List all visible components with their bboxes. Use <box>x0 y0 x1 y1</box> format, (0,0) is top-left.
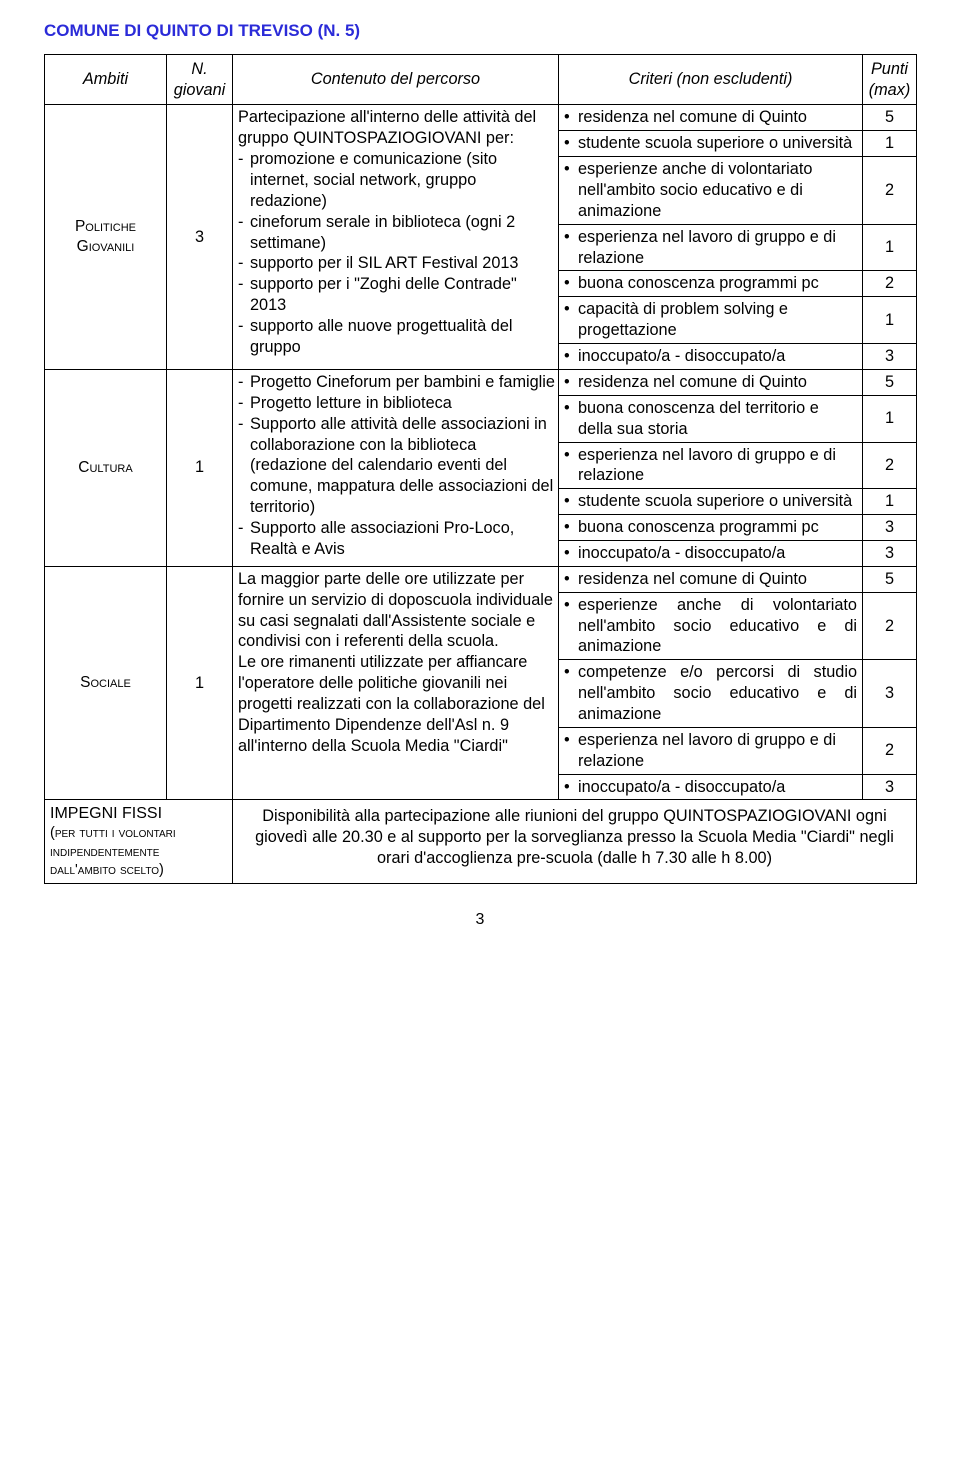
criteria-text: buona conoscenza programmi pc <box>578 517 857 538</box>
points-cell: 2 <box>863 727 917 774</box>
header-punti: Punti (max) <box>863 54 917 105</box>
contenuto-cell: Partecipazione all'interno delle attivit… <box>233 105 559 369</box>
points-cell: 2 <box>863 271 917 297</box>
criteria-text: residenza nel comune di Quinto <box>578 569 857 590</box>
points-cell: 5 <box>863 105 917 131</box>
criteria-cell: buona conoscenza programmi pc <box>559 271 863 297</box>
criteria-text: esperienza nel lavoro di gruppo e di rel… <box>578 445 857 487</box>
criteria-cell: capacità di problem solving e progettazi… <box>559 297 863 344</box>
criteria-text: inoccupato/a - disoccupato/a <box>578 346 857 367</box>
desc-item: Progetto letture in biblioteca <box>250 393 556 414</box>
page-number: 3 <box>44 910 916 930</box>
table-row: Sociale 1 La maggior parte delle ore uti… <box>45 566 917 592</box>
criteria-text: competenze e/o percorsi di studio nell'a… <box>578 662 857 725</box>
criteria-text: buona conoscenza del territorio e della … <box>578 398 857 440</box>
desc-item: Progetto Cineforum per bambini e famigli… <box>250 372 556 393</box>
desc-item: supporto alle nuove progettualità del gr… <box>250 316 556 358</box>
criteria-cell: residenza nel comune di Quinto <box>559 566 863 592</box>
table-row: Politiche Giovanili 3 Partecipazione all… <box>45 105 917 131</box>
criteria-text: residenza nel comune di Quinto <box>578 372 857 393</box>
criteria-cell: esperienze anche di volontariato nell'am… <box>559 592 863 660</box>
criteria-cell: residenza nel comune di Quinto <box>559 105 863 131</box>
points-cell: 2 <box>863 442 917 489</box>
criteria-text: inoccupato/a - disoccupato/a <box>578 543 857 564</box>
points-cell: 3 <box>863 540 917 566</box>
desc-list: Progetto Cineforum per bambini e famigli… <box>238 372 556 560</box>
table-row: Cultura 1 Progetto Cineforum per bambini… <box>45 369 917 395</box>
points-cell: 1 <box>863 297 917 344</box>
points-cell: 2 <box>863 592 917 660</box>
criteria-text: esperienza nel lavoro di gruppo e di rel… <box>578 730 857 772</box>
n-giovani-cell: 3 <box>167 105 233 369</box>
criteria-text: studente scuola superiore o università <box>578 491 857 512</box>
criteria-cell: inoccupato/a - disoccupato/a <box>559 540 863 566</box>
desc-item: cineforum serale in biblioteca (ogni 2 s… <box>250 212 556 254</box>
points-cell: 3 <box>863 660 917 728</box>
points-cell: 1 <box>863 224 917 271</box>
points-cell: 3 <box>863 515 917 541</box>
ambito-sociale: Sociale <box>45 566 167 800</box>
criteria-cell: inoccupato/a - disoccupato/a <box>559 774 863 800</box>
contenuto-cell: Progetto Cineforum per bambini e famigli… <box>233 369 559 566</box>
criteria-cell: inoccupato/a - disoccupato/a <box>559 344 863 370</box>
desc-item: Supporto alle attività delle associazion… <box>250 414 556 518</box>
points-cell: 3 <box>863 774 917 800</box>
ambito-politiche-giovanili: Politiche Giovanili <box>45 105 167 369</box>
criteria-cell: esperienze anche di volontariato nell'am… <box>559 157 863 225</box>
criteria-text: buona conoscenza programmi pc <box>578 273 857 294</box>
n-giovani-cell: 1 <box>167 369 233 566</box>
criteria-cell: residenza nel comune di Quinto <box>559 369 863 395</box>
desc-item: promozione e comunicazione (sito interne… <box>250 149 556 212</box>
header-criteri: Criteri (non escludenti) <box>559 54 863 105</box>
points-cell: 5 <box>863 369 917 395</box>
criteria-cell: studente scuola superiore o università <box>559 131 863 157</box>
points-cell: 1 <box>863 395 917 442</box>
criteria-cell: buona conoscenza programmi pc <box>559 515 863 541</box>
header-ambiti: Ambiti <box>45 54 167 105</box>
criteria-cell: esperienza nel lavoro di gruppo e di rel… <box>559 727 863 774</box>
criteria-cell: esperienza nel lavoro di gruppo e di rel… <box>559 224 863 271</box>
desc-item: Supporto alle associazioni Pro-Loco, Rea… <box>250 518 556 560</box>
criteria-text: esperienze anche di volontariato nell'am… <box>578 159 857 222</box>
impegni-label-cell: IMPEGNI FISSI (per tutti i volontari ind… <box>45 800 233 883</box>
points-cell: 3 <box>863 344 917 370</box>
criteria-text: esperienza nel lavoro di gruppo e di rel… <box>578 227 857 269</box>
points-cell: 1 <box>863 489 917 515</box>
criteria-cell: studente scuola superiore o università <box>559 489 863 515</box>
header-contenuto: Contenuto del percorso <box>233 54 559 105</box>
criteria-cell: buona conoscenza del territorio e della … <box>559 395 863 442</box>
header-n-giovani: N. giovani <box>167 54 233 105</box>
points-cell: 2 <box>863 157 917 225</box>
document-title: COMUNE DI QUINTO DI TREVISO (N. 5) <box>44 20 916 42</box>
criteria-cell: competenze e/o percorsi di studio nell'a… <box>559 660 863 728</box>
criteria-text: residenza nel comune di Quinto <box>578 107 857 128</box>
ambito-cultura: Cultura <box>45 369 167 566</box>
impegni-label-big: IMPEGNI FISSI <box>50 805 162 822</box>
points-cell: 5 <box>863 566 917 592</box>
contenuto-cell: La maggior parte delle ore utilizzate pe… <box>233 566 559 800</box>
desc-item: supporto per i "Zoghi delle Contrade" 20… <box>250 274 556 316</box>
criteria-cell: esperienza nel lavoro di gruppo e di rel… <box>559 442 863 489</box>
impegni-text-cell: Disponibilità alla partecipazione alle r… <box>233 800 917 883</box>
criteria-text: studente scuola superiore o università <box>578 133 857 154</box>
desc-list: promozione e comunicazione (sito interne… <box>238 149 556 358</box>
desc-intro: Partecipazione all'interno delle attivit… <box>238 107 556 149</box>
criteria-text: esperienze anche di volontariato nell'am… <box>578 595 857 658</box>
points-cell: 1 <box>863 131 917 157</box>
impegni-label-small: (per tutti i volontari indipendentemente… <box>50 825 176 877</box>
desc-item: supporto per il SIL ART Festival 2013 <box>250 253 556 274</box>
criteria-text: inoccupato/a - disoccupato/a <box>578 777 857 798</box>
criteria-text: capacità di problem solving e progettazi… <box>578 299 857 341</box>
impegni-row: IMPEGNI FISSI (per tutti i volontari ind… <box>45 800 917 883</box>
n-giovani-cell: 1 <box>167 566 233 800</box>
header-row: Ambiti N. giovani Contenuto del percorso… <box>45 54 917 105</box>
main-table: Ambiti N. giovani Contenuto del percorso… <box>44 54 917 884</box>
